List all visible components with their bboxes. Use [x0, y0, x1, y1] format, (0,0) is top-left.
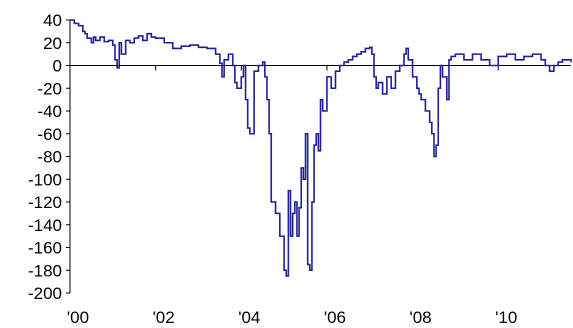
y-tick-label: -140 — [28, 216, 62, 235]
y-tick-label: -20 — [37, 79, 62, 98]
y-tick-label: 0 — [53, 57, 62, 76]
x-tick-label: '10 — [495, 308, 517, 327]
x-axis: '00 '02 '04 '06 '08 '10 — [67, 65, 517, 327]
x-tick-label: '00 — [67, 308, 89, 327]
x-tick-label: '04 — [238, 308, 260, 327]
y-tick-label: -60 — [37, 125, 62, 144]
series-line — [70, 19, 572, 277]
y-tick-label: 40 — [43, 11, 62, 30]
y-tick-label: -120 — [28, 193, 62, 212]
y-tick-label: -200 — [28, 284, 62, 303]
y-axis: 40 20 0 -20 -40 -60 -80 -100 -120 -140 -160 -180 -20… — [28, 11, 70, 303]
x-tick-label: '08 — [409, 308, 431, 327]
y-tick-label: -160 — [28, 239, 62, 258]
y-tick-label: -40 — [37, 102, 62, 121]
y-tick-label: -100 — [28, 170, 62, 189]
y-tick-label: -80 — [37, 148, 62, 167]
x-tick-label: '06 — [324, 308, 346, 327]
x-tick-label: '02 — [153, 308, 175, 327]
y-tick-label: 20 — [43, 34, 62, 53]
y-tick-label: -180 — [28, 261, 62, 280]
